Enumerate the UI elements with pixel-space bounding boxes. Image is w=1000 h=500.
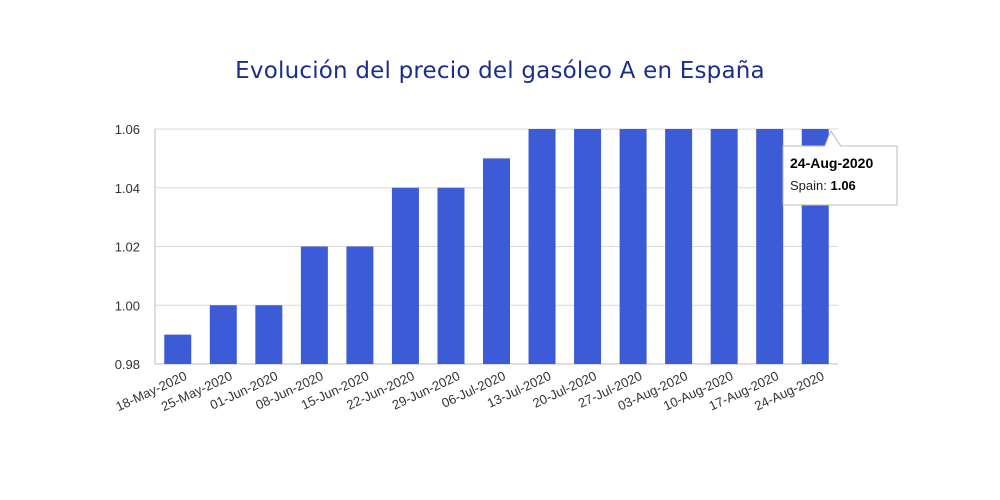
- bar[interactable]: [300, 246, 328, 365]
- bar[interactable]: [391, 187, 419, 364]
- y-tick-label: 1.00: [115, 298, 140, 313]
- x-axis: 18-May-202025-May-202001-Jun-202008-Jun-…: [113, 368, 826, 414]
- bar[interactable]: [483, 158, 510, 364]
- bar[interactable]: [574, 129, 602, 364]
- y-tick-label: 1.06: [115, 122, 140, 137]
- y-tick-label: 1.02: [115, 240, 140, 255]
- bar[interactable]: [209, 305, 237, 364]
- bar[interactable]: [756, 129, 784, 364]
- chart-title: Evolución del precio del gasóleo A en Es…: [235, 58, 765, 84]
- bar[interactable]: [619, 129, 647, 364]
- tooltip-value: 1.06: [830, 178, 855, 193]
- y-tick-label: 1.04: [115, 181, 140, 196]
- bar[interactable]: [437, 187, 465, 364]
- bar[interactable]: [528, 129, 556, 364]
- bar[interactable]: [255, 305, 283, 364]
- bar[interactable]: [346, 246, 374, 365]
- bars: [164, 129, 829, 365]
- tooltip: 24-Aug-2020 Spain: 1.06: [782, 129, 898, 206]
- tooltip-date: 24-Aug-2020: [790, 155, 873, 171]
- bar[interactable]: [665, 129, 693, 364]
- bar[interactable]: [710, 129, 738, 364]
- tooltip-box: [782, 129, 898, 206]
- y-axis: 0.98 1.00 1.02 1.04 1.06: [115, 122, 156, 372]
- tooltip-series: Spain: 1.06: [790, 178, 856, 193]
- y-tick-label: 0.98: [115, 357, 140, 372]
- bar[interactable]: [164, 334, 192, 364]
